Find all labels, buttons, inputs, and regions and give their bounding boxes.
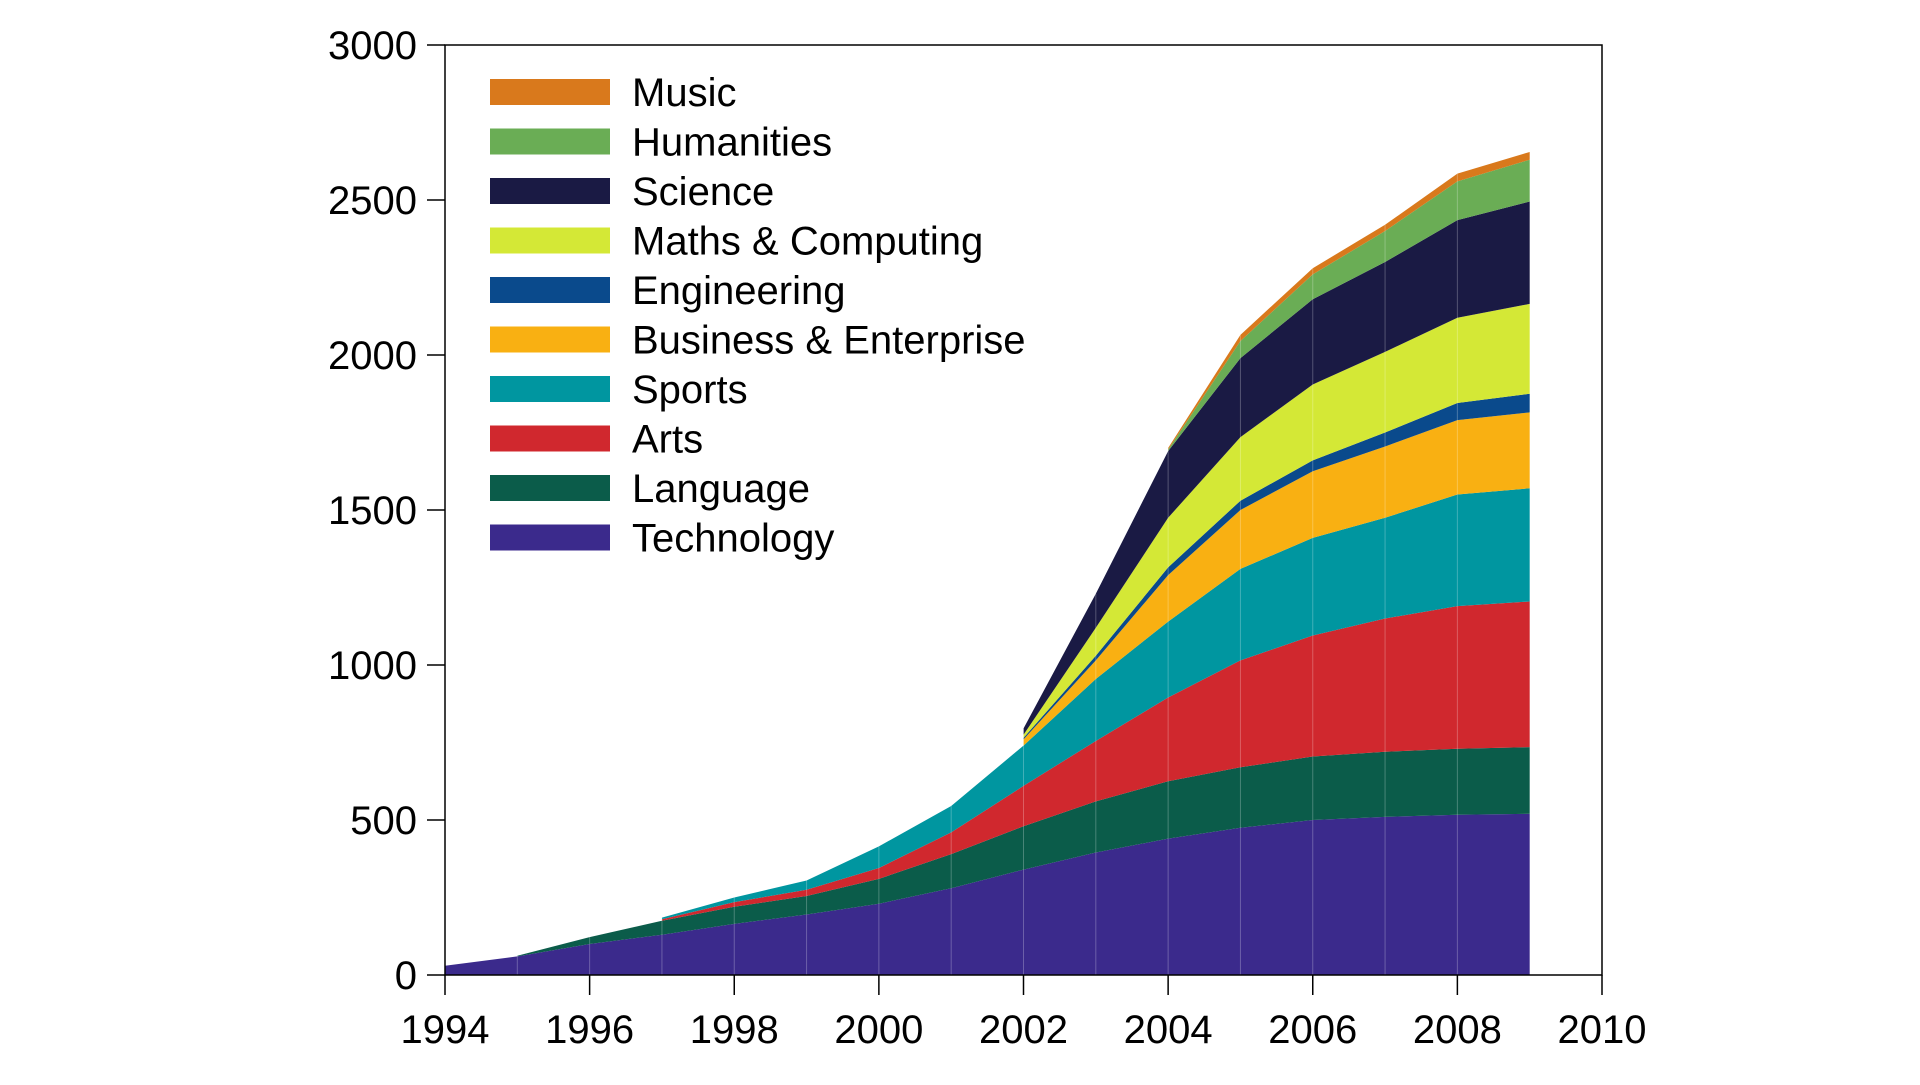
x-tick-label: 1994 xyxy=(401,1008,490,1052)
legend-swatch xyxy=(490,178,610,204)
legend-swatch xyxy=(490,475,610,501)
x-tick-label: 2006 xyxy=(1268,1008,1357,1052)
area-technology xyxy=(445,813,1530,975)
x-axis: 1994 1996 1998 2000 2002 2004 2006 2008 2010 xyxy=(401,975,1647,1052)
legend-label: Science xyxy=(632,170,774,214)
legend-swatch xyxy=(490,128,610,155)
y-tick-label: 3000 xyxy=(328,24,417,68)
legend-swatch xyxy=(490,277,610,303)
y-tick-label: 1000 xyxy=(328,644,417,688)
area-arts xyxy=(661,601,1530,921)
area-business-enterprise xyxy=(1023,412,1530,746)
legend-swatch xyxy=(490,227,610,254)
legend-swatch xyxy=(490,326,610,353)
legend-label: Maths & Computing xyxy=(632,220,983,264)
legend-label: Arts xyxy=(632,418,703,462)
legend-swatch xyxy=(490,425,610,452)
y-tick-label: 1500 xyxy=(328,489,417,533)
area-layers xyxy=(445,151,1530,975)
y-tick-label: 500 xyxy=(350,799,417,843)
legend-label: Technology xyxy=(632,517,834,561)
x-tick-label: 1998 xyxy=(690,1008,779,1052)
legend-label: Engineering xyxy=(632,269,846,313)
area-language xyxy=(517,747,1530,957)
legend-label: Music xyxy=(632,71,736,115)
area-sports xyxy=(661,488,1530,920)
x-tick-label: 1996 xyxy=(545,1008,634,1052)
legend-label: Humanities xyxy=(632,121,832,165)
y-tick-label: 2000 xyxy=(328,334,417,378)
y-tick-label: 2500 xyxy=(328,179,417,223)
year-dividers xyxy=(516,173,1458,975)
area-science xyxy=(1023,201,1530,735)
legend: Music Humanities Science Maths & Computing E… xyxy=(490,71,1026,561)
x-tick-label: 2000 xyxy=(834,1008,923,1052)
legend-label: Language xyxy=(632,467,810,511)
area-maths-computing xyxy=(1023,303,1530,738)
area-humanities xyxy=(1168,159,1530,452)
legend-label: Business & Enterprise xyxy=(632,319,1026,363)
x-tick-label: 2010 xyxy=(1558,1008,1647,1052)
x-tick-label: 2002 xyxy=(979,1008,1068,1052)
x-tick-label: 2008 xyxy=(1413,1008,1502,1052)
y-axis: 0 500 1000 1500 2000 2500 3000 xyxy=(328,24,445,998)
legend-swatch xyxy=(490,376,610,402)
legend-label: Sports xyxy=(632,368,748,412)
legend-swatch xyxy=(490,524,610,551)
y-tick-label: 0 xyxy=(395,954,417,998)
legend-swatch xyxy=(490,79,610,105)
x-tick-label: 2004 xyxy=(1124,1008,1213,1052)
